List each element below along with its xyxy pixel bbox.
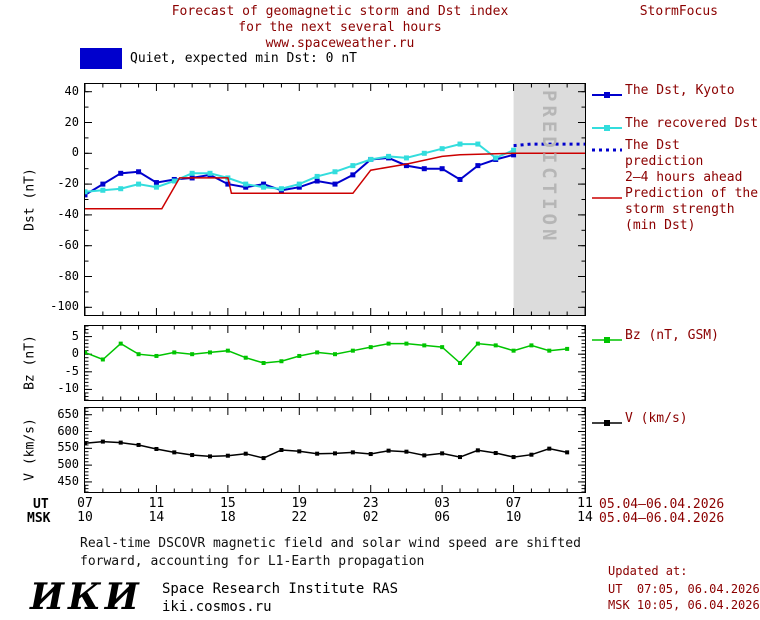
tick-label: 10 <box>505 510 522 525</box>
ut-axis-tag: UT <box>33 497 49 512</box>
propagation-note-line-1: Real-time DSCOVR magnetic field and sola… <box>80 536 581 551</box>
v-chart <box>85 408 585 492</box>
tick-label: 5 <box>71 328 79 343</box>
tick-label: -10 <box>57 381 79 396</box>
dst-prediction-legend-line-2: 2–4 hours ahead <box>625 170 743 185</box>
storm-strength-legend-swatch <box>592 189 622 201</box>
dst-kyoto-legend-swatch <box>592 86 622 98</box>
tick-label: -60 <box>57 237 79 252</box>
storm-strength-legend-line-3: (min Dst) <box>625 218 696 233</box>
iki-logo: ИКИ <box>30 576 143 618</box>
brand-stormfocus: StormFocus <box>639 4 718 19</box>
status-label: Quiet, expected min Dst: 0 nT <box>130 51 357 66</box>
tick-label: 02 <box>362 510 379 525</box>
v-axis-label: V (km/s) <box>22 418 38 481</box>
page-title: Forecast of geomagnetic storm and Dst in… <box>60 4 620 52</box>
tick-label: 22 <box>291 510 308 525</box>
tick-label: -80 <box>57 268 79 283</box>
bz-legend-label: Bz (nT, GSM) <box>625 328 719 343</box>
tick-label: 10 <box>77 510 93 525</box>
dst-prediction-legend-swatch <box>592 141 622 153</box>
tick-label: -40 <box>57 206 79 221</box>
recovered-dst-legend-swatch <box>592 119 622 131</box>
dst-prediction-legend-line-1: The Dst prediction <box>625 138 704 169</box>
tick-label: 18 <box>220 510 236 525</box>
tick-label: 650 <box>57 406 79 421</box>
v-legend-label: V (km/s) <box>625 411 688 426</box>
tick-label: 11 <box>577 496 593 511</box>
storm-strength-legend-line-2: storm strength <box>625 202 735 217</box>
tick-label: 07 <box>505 496 522 511</box>
v-legend-swatch <box>592 414 622 426</box>
msk-date-range: 05.04–06.04.2026 <box>599 511 725 526</box>
site-url: www.spaceweather.ru <box>265 36 415 51</box>
tick-label: 0 <box>71 346 79 361</box>
tick-label: 40 <box>64 83 79 98</box>
tick-label: 20 <box>64 114 79 129</box>
institute-name: Space Research Institute RAS <box>162 581 399 597</box>
bz-legend-swatch <box>592 331 622 343</box>
dst-chart <box>85 84 585 315</box>
prediction-band-label: PREDICTION <box>538 90 560 245</box>
tick-label: 23 <box>362 496 379 511</box>
tick-label: -5 <box>64 363 79 378</box>
tick-label: 06 <box>434 510 450 525</box>
dst-chart-panel <box>84 83 586 316</box>
recovered-dst-legend-label: The recovered Dst <box>625 116 759 131</box>
tick-label: 15 <box>220 496 236 511</box>
dst-axis-label: Dst (nT) <box>22 168 38 231</box>
title-line-1: Forecast of geomagnetic storm and Dst in… <box>171 4 509 19</box>
tick-label: 03 <box>434 496 450 511</box>
status-swatch <box>80 48 122 69</box>
v-chart-panel <box>84 407 586 493</box>
tick-label: 500 <box>57 457 79 472</box>
dst-kyoto-legend-label: The Dst, Kyoto <box>625 83 735 98</box>
tick-label: 11 <box>148 496 165 511</box>
updated-msk: MSK 10:05, 06.04.2026 <box>608 598 760 612</box>
bz-axis-label: Bz (nT) <box>22 335 38 390</box>
institute-site: iki.cosmos.ru <box>162 599 272 615</box>
tick-label: 0 <box>71 145 79 160</box>
tick-label: 14 <box>577 510 593 525</box>
updated-ut: UT 07:05, 06.04.2026 <box>608 582 760 596</box>
msk-axis-tag: MSK <box>27 511 51 526</box>
tick-label: -20 <box>57 176 79 191</box>
tick-label: 600 <box>57 423 79 438</box>
bz-chart <box>85 326 585 400</box>
storm-strength-legend-line-1: Prediction of the <box>625 186 759 201</box>
ut-date-range: 05.04–06.04.2026 <box>599 497 725 512</box>
dst-prediction-legend-label: The Dst prediction 2–4 hours ahead <box>625 138 760 186</box>
tick-label: 19 <box>291 496 308 511</box>
tick-label: 07 <box>77 496 93 511</box>
storm-strength-legend-label: Prediction of the storm strength (min Ds… <box>625 186 758 234</box>
tick-label: 550 <box>57 440 79 455</box>
title-line-2: for the next several hours <box>238 20 442 35</box>
updated-at-label: Updated at: <box>608 564 688 578</box>
tick-label: 450 <box>57 473 79 488</box>
tick-label: -100 <box>50 299 79 314</box>
bz-chart-panel <box>84 325 586 401</box>
propagation-note-line-2: forward, accounting for L1-Earth propaga… <box>80 554 425 569</box>
tick-label: 14 <box>148 510 165 525</box>
